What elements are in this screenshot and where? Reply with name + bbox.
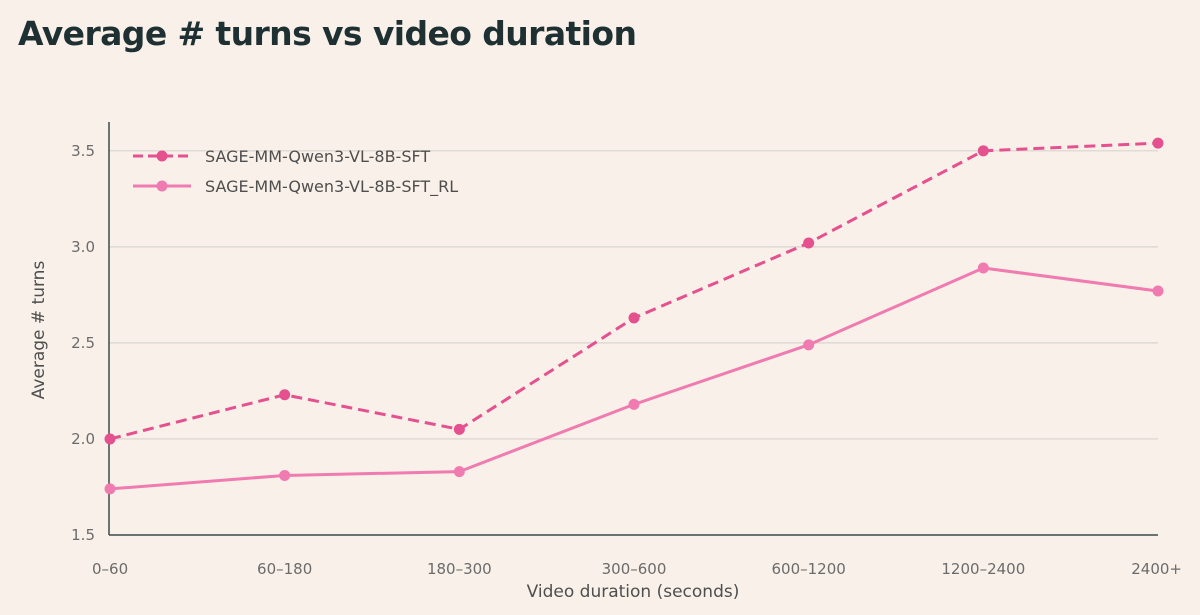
legend-marker <box>156 180 168 192</box>
x-tick-label: 60–180 <box>257 560 312 578</box>
data-point <box>104 483 116 495</box>
legend-label: SAGE-MM-Qwen3-VL-8B-SFT_RL <box>205 177 458 197</box>
x-tick-label: 300–600 <box>602 560 667 578</box>
y-axis-label: Average # turns <box>29 261 49 400</box>
y-tick-label: 3.0 <box>71 238 95 256</box>
data-point <box>104 433 116 445</box>
data-point <box>1152 137 1164 149</box>
x-tick-label: 2400+ <box>1131 560 1182 578</box>
y-tick-label: 2.5 <box>71 334 95 352</box>
legend: SAGE-MM-Qwen3-VL-8B-SFT SAGE-MM-Qwen3-VL-… <box>133 147 458 197</box>
data-point <box>279 389 291 401</box>
y-tick-labels: 1.5 2.0 2.5 3.0 3.5 <box>71 142 95 544</box>
y-tick-label: 1.5 <box>71 526 95 544</box>
x-axis-label: Video duration (seconds) <box>527 582 740 602</box>
data-point <box>628 312 640 324</box>
axis-layer <box>108 122 1158 536</box>
data-point <box>1152 285 1164 297</box>
legend-marker <box>156 150 168 162</box>
legend-label: SAGE-MM-Qwen3-VL-8B-SFT <box>205 147 430 166</box>
data-point <box>803 339 815 351</box>
data-point <box>279 469 291 481</box>
grid-layer <box>109 150 1158 440</box>
data-point <box>453 423 465 435</box>
data-point <box>977 145 989 157</box>
y-tick-label: 2.0 <box>71 430 95 448</box>
series-layer <box>104 137 1164 495</box>
x-tick-label: 0–60 <box>92 560 128 578</box>
data-point <box>803 237 815 249</box>
data-point <box>628 398 640 410</box>
x-tick-label: 1200–2400 <box>941 560 1025 578</box>
data-point <box>453 466 465 478</box>
data-point <box>977 262 989 274</box>
x-tick-label: 600–1200 <box>772 560 846 578</box>
y-tick-label: 3.5 <box>71 142 95 160</box>
chart-title: Average # turns vs video duration <box>18 14 637 53</box>
series-line-2 <box>109 266 1159 491</box>
x-tick-label: 180–300 <box>427 560 492 578</box>
x-tick-labels: 0–60 60–180 180–300 300–600 600–1200 1200–240… <box>92 560 1182 578</box>
